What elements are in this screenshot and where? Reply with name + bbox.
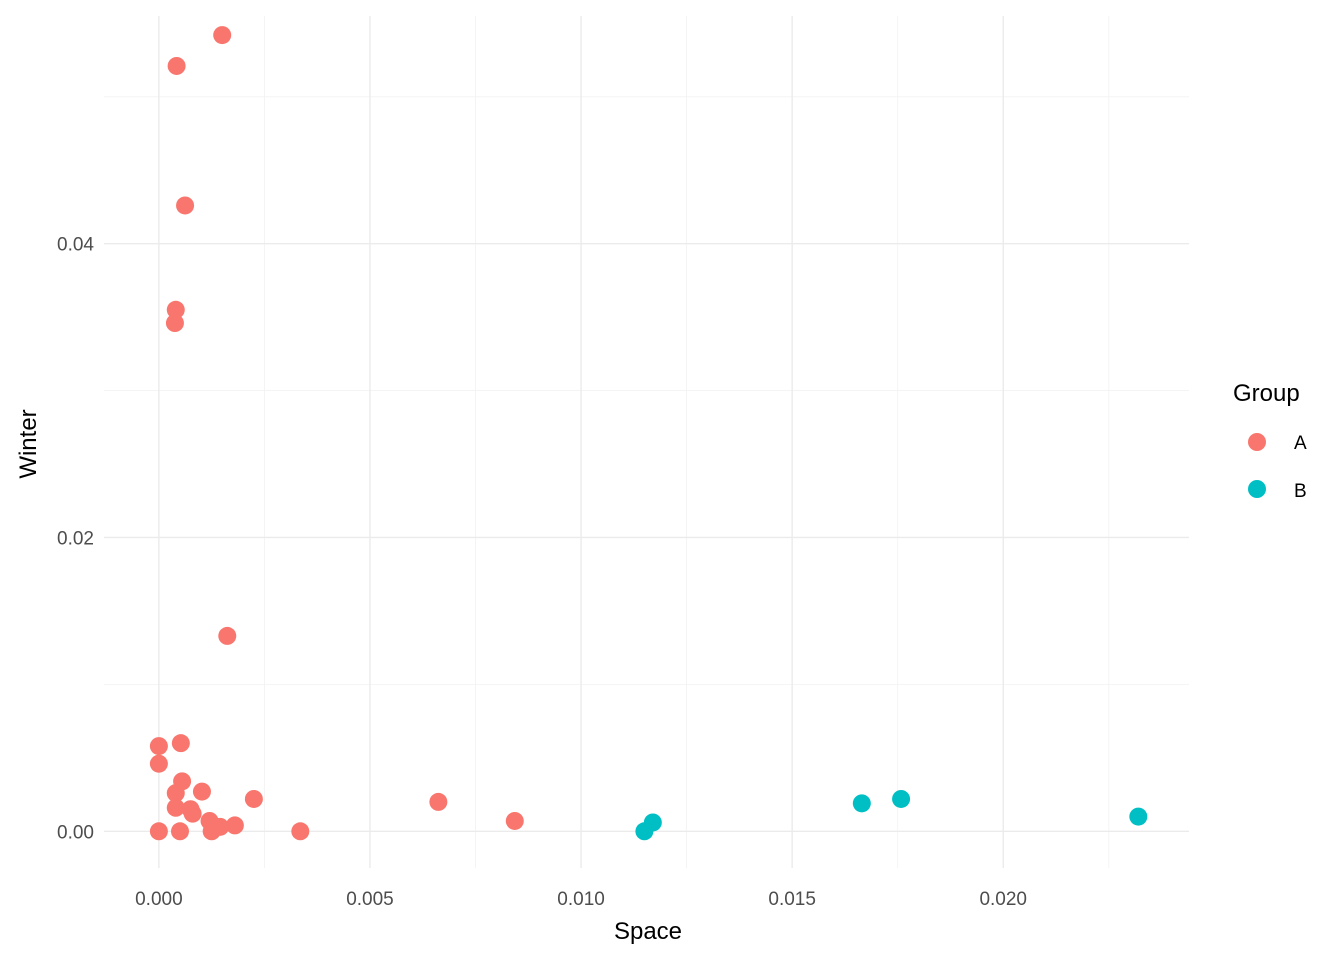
y-tick-label: 0.00	[57, 822, 94, 843]
data-point-a	[429, 792, 448, 811]
data-point-a	[218, 626, 237, 645]
legend-label-b: B	[1294, 481, 1307, 502]
x-tick-label: 0.000	[135, 889, 183, 910]
data-point-a	[183, 804, 202, 823]
data-point-a	[167, 56, 186, 75]
data-point-a	[192, 782, 211, 801]
x-tick-label: 0.020	[979, 889, 1027, 910]
data-point-a	[225, 816, 244, 835]
data-point-a	[149, 822, 168, 841]
x-axis-ticks: 0.000 0.005 0.010 0.015 0.020	[135, 889, 1027, 910]
x-tick-label: 0.005	[346, 889, 394, 910]
data-point-b	[852, 794, 871, 813]
data-point-a	[170, 822, 189, 841]
data-point-a	[202, 822, 221, 841]
legend-key-b	[1248, 480, 1266, 498]
x-axis-title: Space	[614, 918, 682, 945]
legend-label-a: A	[1294, 433, 1307, 454]
data-point-a	[171, 734, 190, 753]
y-tick-label: 0.02	[57, 528, 94, 549]
data-point-a	[505, 811, 524, 830]
grid	[104, 16, 1189, 868]
data-point-a	[166, 300, 185, 319]
data-point-a	[213, 26, 232, 45]
data-point-a	[149, 737, 168, 756]
data-point-a	[165, 314, 184, 333]
y-tick-label: 0.04	[57, 235, 94, 256]
data-point-b	[892, 789, 911, 808]
x-tick-label: 0.015	[768, 889, 816, 910]
legend-key-a	[1248, 433, 1266, 451]
data-point-a	[244, 789, 263, 808]
data-point-a	[291, 822, 310, 841]
data-point-a	[149, 754, 168, 773]
data-point-b	[1129, 807, 1148, 826]
data-point-a	[176, 196, 195, 215]
legend: Group A B	[1233, 380, 1307, 502]
y-axis-ticks: 0.00 0.02 0.04	[57, 235, 94, 844]
x-tick-label: 0.010	[557, 889, 605, 910]
data-point-a	[166, 784, 185, 803]
y-axis-title: Winter	[15, 409, 42, 478]
data-point-a	[166, 798, 185, 817]
data-points	[149, 26, 1148, 841]
legend-title: Group	[1233, 380, 1300, 407]
data-point-b	[643, 813, 662, 832]
